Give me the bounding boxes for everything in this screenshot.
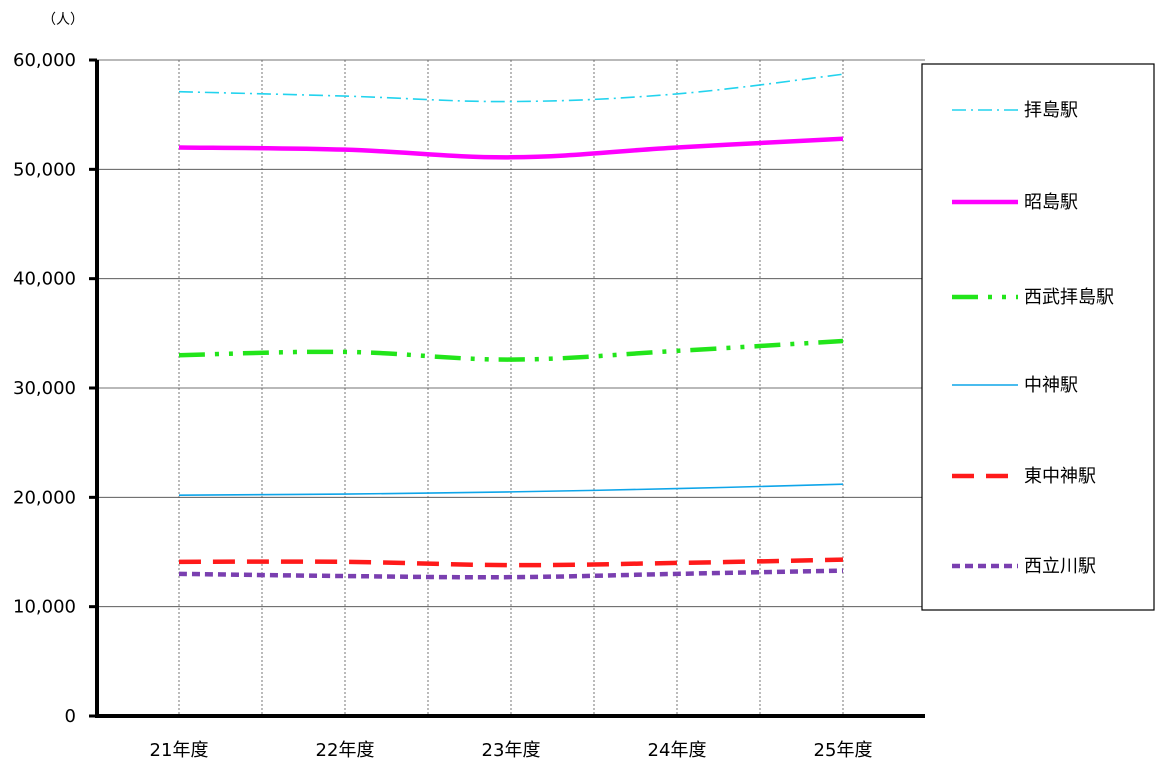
axes-layer [89, 58, 925, 718]
y-tick-label: 60,000 [13, 50, 76, 71]
grid-layer [97, 59, 925, 716]
y-tick-label: 0 [65, 706, 76, 727]
x-tick-label: 24年度 [648, 740, 707, 761]
legend-label: 東中神駅 [1024, 466, 1096, 487]
y-tick-label: 20,000 [13, 487, 76, 508]
y-tick-label: 10,000 [13, 597, 76, 618]
x-tick-label: 23年度 [482, 740, 541, 761]
y-tick-label: 40,000 [13, 269, 76, 290]
legend-label: 西武拝島駅 [1024, 287, 1114, 308]
y-tick-label: 50,000 [13, 159, 76, 180]
series-line [178, 73, 844, 103]
legend-label: 拝島駅 [1024, 100, 1078, 121]
series-line [178, 338, 844, 362]
legend-label: 昭島駅 [1024, 192, 1078, 213]
series-line [178, 557, 844, 568]
series-line [178, 568, 844, 580]
y-axis-unit-label: （人） [42, 12, 84, 28]
labels-layer: （人） 0 10,000 20,000 30,000 40,000 50,000 60,00… [13, 12, 872, 761]
series-line [178, 483, 844, 496]
series-line [178, 136, 844, 160]
x-tick-label: 21年度 [150, 740, 209, 761]
y-tick-label: 30,000 [13, 378, 76, 399]
x-tick-label: 25年度 [814, 740, 873, 761]
x-tick-label: 22年度 [316, 740, 375, 761]
legend-box [921, 63, 1155, 611]
legend-label: 中神駅 [1024, 375, 1078, 396]
legend-label: 西立川駅 [1024, 556, 1096, 577]
series-layer [178, 73, 844, 580]
